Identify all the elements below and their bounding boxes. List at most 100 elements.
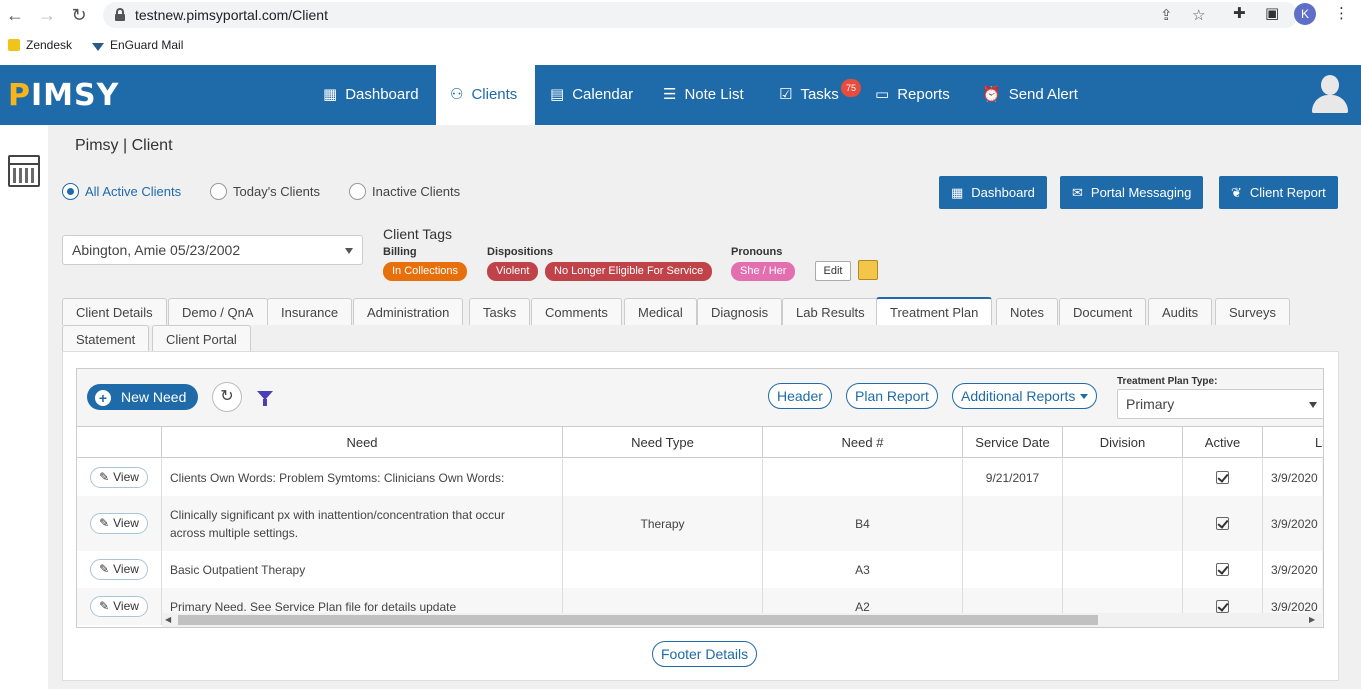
treatment-plan-panel: + New Need ↻ Header Plan Report Additiona… (62, 351, 1339, 681)
tab-comments[interactable]: Comments (531, 298, 622, 325)
nav-calendar[interactable]: ▤ Calendar (536, 65, 647, 125)
tab-administration[interactable]: Administration (353, 298, 464, 325)
col-last[interactable]: Las (1315, 435, 1323, 450)
cell-need: Clients Own Words: Problem Symtoms: Clin… (162, 459, 563, 496)
checkbox-icon (1216, 471, 1229, 484)
nav-dashboard[interactable]: ▦ Dashboard (309, 65, 433, 125)
header-button[interactable]: Header (768, 383, 832, 409)
envelope-icon: ✉ (1072, 185, 1083, 200)
grid-icon: ▦ (323, 86, 338, 103)
horizontal-scrollbar[interactable]: ◀ ▶ (162, 613, 1322, 627)
plan-type-select[interactable]: Primary (1117, 389, 1323, 419)
nav-send-alert[interactable]: ⏰ Send Alert (968, 65, 1092, 125)
tab-diagnosis[interactable]: Diagnosis (697, 298, 783, 325)
tab-insurance[interactable]: Insurance (267, 298, 353, 325)
filter-all-active[interactable]: All Active Clients (62, 183, 181, 200)
tab-audits[interactable]: Audits (1148, 298, 1213, 325)
portal-messaging-button[interactable]: ✉ Portal Messaging (1060, 176, 1204, 209)
tab-medical[interactable]: Medical (624, 298, 697, 325)
tab-demo-qna[interactable]: Demo / QnA (168, 298, 268, 325)
zendesk-icon (8, 39, 20, 51)
view-button[interactable]: ✎ View (90, 513, 148, 534)
url-text[interactable]: testnew.pimsyportal.com/Client (135, 7, 328, 23)
col-need[interactable]: Need (162, 427, 563, 458)
client-report-button[interactable]: ❦ Client Report (1219, 176, 1338, 209)
extensions-icon[interactable]: ✚ (1233, 5, 1246, 22)
nav-note-list[interactable]: ☰ Note List (649, 65, 758, 125)
table-row: ✎ View Basic Outpatient Therapy A3 3/9/20… (77, 551, 1323, 588)
tab-surveys[interactable]: Surveys (1215, 298, 1290, 325)
scroll-thumb[interactable] (178, 615, 1098, 625)
bookmark-zendesk[interactable]: Zendesk (8, 38, 72, 52)
share-icon[interactable]: ⇪ (1160, 7, 1173, 24)
cell-need-number (763, 459, 963, 496)
tab-client-portal[interactable]: Client Portal (152, 325, 251, 352)
client-select[interactable]: Abington, Amie 05/23/2002 (62, 235, 363, 265)
scroll-right-icon[interactable]: ▶ (1309, 615, 1316, 624)
calendar-sidebar-icon[interactable] (8, 155, 40, 187)
view-button[interactable]: ✎ View (90, 596, 148, 617)
col-service-date[interactable]: Service Date (963, 427, 1063, 458)
col-actions (77, 427, 162, 458)
menu-dots-icon[interactable]: ⋮ (1334, 5, 1349, 22)
tab-notes[interactable]: Notes (996, 298, 1058, 325)
cell-need-type: Therapy (563, 496, 763, 551)
tag-she-her: She / Her (731, 262, 796, 281)
dispositions-label: Dispositions (487, 246, 554, 258)
cell-need-type (563, 551, 763, 588)
view-button[interactable]: ✎ View (90, 559, 148, 580)
tag-violent: Violent (487, 262, 539, 281)
vertical-scrollbar[interactable]: ▲ ▼ (1322, 458, 1323, 610)
tab-treatment-plan[interactable]: Treatment Plan (876, 297, 993, 325)
additional-reports-button[interactable]: Additional Reports (952, 383, 1098, 409)
calendar-icon: ▤ (550, 86, 565, 103)
checkbox-icon (1216, 563, 1229, 576)
col-need-type[interactable]: Need Type (563, 427, 763, 458)
reports-icon: ▭ (875, 86, 890, 103)
scroll-left-icon[interactable]: ◀ (165, 615, 172, 624)
plan-report-button[interactable]: Plan Report (846, 383, 938, 409)
table-row: ✎ View Clients Own Words: Problem Symtoms… (77, 459, 1323, 496)
col-active[interactable]: Active (1183, 427, 1263, 458)
back-icon[interactable]: ← (6, 5, 24, 25)
checkbox-icon (1216, 517, 1229, 530)
cell-service-date (963, 551, 1063, 588)
footer-details-button[interactable]: Footer Details (652, 641, 758, 667)
profile-avatar[interactable]: K (1294, 3, 1316, 25)
cell-need-type (563, 588, 763, 625)
pencil-icon: ✎ (99, 562, 110, 576)
tab-statement[interactable]: Statement (62, 325, 150, 352)
tab-client-details[interactable]: Client Details (62, 298, 167, 325)
filter-icon[interactable] (257, 391, 273, 406)
col-division[interactable]: Division (1063, 427, 1183, 458)
lock-icon (115, 8, 125, 21)
tab-lab-results[interactable]: Lab Results (782, 298, 879, 325)
pencil-icon: ✎ (99, 599, 110, 613)
cell-last: 3/9/2020 (1271, 599, 1318, 614)
cell-need-number: B4 (763, 496, 963, 551)
nav-tasks[interactable]: ☑ Tasks 75 (765, 65, 861, 125)
refresh-icon[interactable]: ↻ (212, 382, 242, 412)
edit-tags-button[interactable]: Edit (815, 261, 851, 281)
tab-document[interactable]: Document (1059, 298, 1147, 325)
cell-division (1063, 496, 1183, 551)
new-need-button[interactable]: + New Need (87, 384, 199, 410)
reload-icon[interactable]: ↻ (71, 5, 87, 25)
nav-clients[interactable]: ⚇ Clients (436, 65, 535, 125)
filter-inactive[interactable]: Inactive Clients (349, 183, 460, 200)
user-avatar-icon[interactable] (1312, 75, 1348, 113)
chevron-down-icon (1309, 402, 1317, 408)
address-bar[interactable]: testnew.pimsyportal.com/Client ⇪ ☆ (103, 2, 1298, 28)
sticky-note-icon[interactable] (858, 260, 878, 280)
filter-todays[interactable]: Today's Clients (210, 183, 320, 200)
view-button[interactable]: ✎ View (90, 467, 148, 488)
pimsy-logo[interactable]: PIMSY (8, 78, 120, 113)
tab-tasks[interactable]: Tasks (469, 298, 531, 325)
forward-icon[interactable]: → (38, 5, 56, 25)
col-need-number[interactable]: Need # (763, 427, 963, 458)
sidepanel-icon[interactable]: ▣ (1265, 5, 1280, 22)
dashboard-button[interactable]: ▦ Dashboard (939, 176, 1047, 209)
nav-reports[interactable]: ▭ Reports (861, 65, 964, 125)
bookmark-enguard[interactable]: EnGuard Mail (92, 38, 183, 52)
star-icon[interactable]: ☆ (1192, 7, 1206, 24)
